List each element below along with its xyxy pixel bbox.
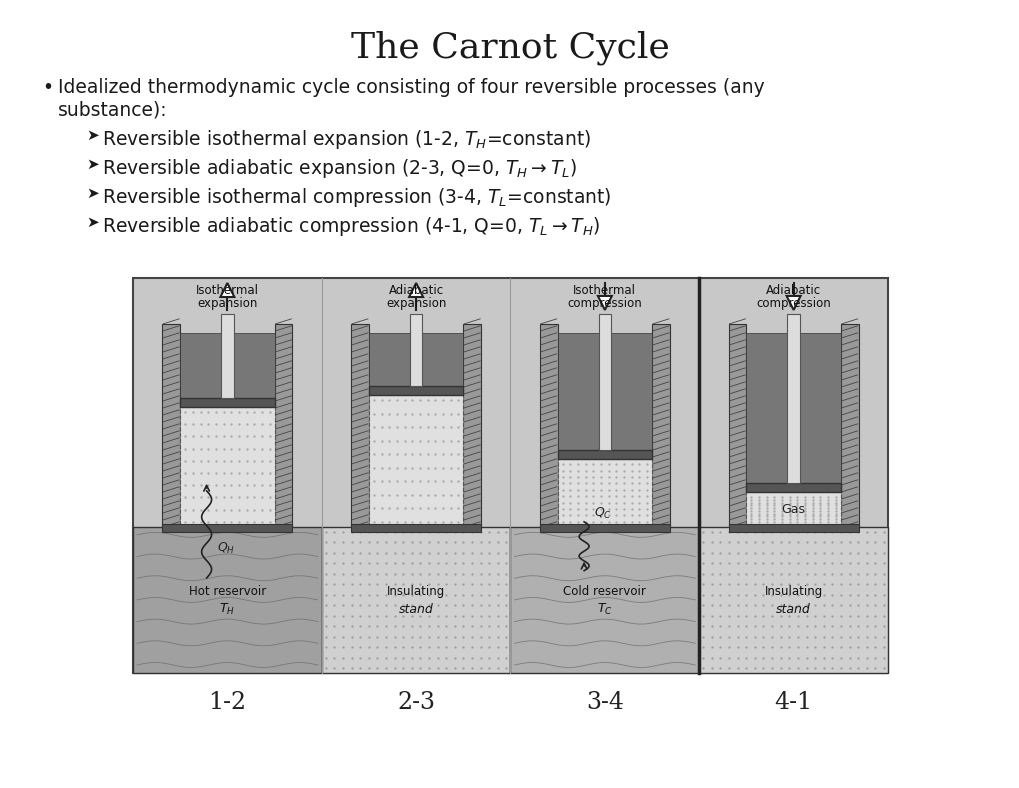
Text: 1-2: 1-2 [208,691,247,714]
Text: ➤: ➤ [86,186,99,201]
Bar [728,524,858,532]
Polygon shape [786,296,800,310]
Bar [132,278,888,673]
Bar [557,459,651,527]
Text: Idealized thermodynamic cycle consisting of four reversible processes (any: Idealized thermodynamic cycle consisting… [58,78,764,97]
Bar [180,333,274,398]
Bar [162,325,180,527]
Text: 3-4: 3-4 [585,691,624,714]
Bar [699,527,888,673]
Bar [369,396,463,527]
Text: Hot reservoir: Hot reservoir [189,585,266,598]
Text: $Q_C$: $Q_C$ [593,506,611,521]
Text: Gas: Gas [781,503,805,516]
Polygon shape [220,283,234,297]
Text: ➤: ➤ [86,157,99,172]
Text: Reversible adiabatic compression (4-1, Q=0, $T_L$$\rightarrow$$T_H$): Reversible adiabatic compression (4-1, Q… [102,215,599,238]
Text: $T_H$: $T_H$ [219,602,235,618]
Bar [463,325,481,527]
Bar [221,314,233,398]
Text: The Carnot Cycle: The Carnot Cycle [351,30,668,65]
Bar [132,527,321,673]
Text: Insulating: Insulating [386,585,445,598]
Text: Reversible isothermal expansion (1-2, $T_H$=constant): Reversible isothermal expansion (1-2, $T… [102,128,591,151]
Bar [274,325,292,527]
Text: compression: compression [567,297,642,310]
Bar [369,333,463,386]
Bar [180,398,274,407]
Bar [510,527,699,673]
Text: expansion: expansion [197,297,258,310]
Text: stand: stand [398,604,433,616]
Text: ➤: ➤ [86,215,99,230]
Text: stand: stand [775,604,810,616]
Text: Isothermal: Isothermal [573,284,636,297]
Bar [787,314,799,483]
Bar [651,325,669,527]
Bar [180,407,274,527]
Bar [746,333,840,483]
Bar [728,325,746,527]
Bar [369,386,463,396]
Bar [539,325,557,527]
Text: compression: compression [755,297,830,310]
Text: •: • [42,78,53,97]
Text: Reversible adiabatic expansion (2-3, Q=0, $T_H$$\rightarrow$$T_L$): Reversible adiabatic expansion (2-3, Q=0… [102,157,577,180]
Bar [351,325,369,527]
Bar [410,314,422,386]
Text: Adiabatic: Adiabatic [765,284,820,297]
Bar [840,325,858,527]
Bar [557,333,651,450]
Text: ➤: ➤ [86,128,99,143]
Bar [557,450,651,459]
Text: Isothermal: Isothermal [196,284,259,297]
Bar [539,524,669,532]
Text: Cold reservoir: Cold reservoir [562,585,646,598]
Text: $Q_H$: $Q_H$ [216,541,234,556]
Bar [598,314,610,450]
Bar [746,483,840,492]
Text: $T_C$: $T_C$ [596,602,612,618]
Polygon shape [409,283,423,297]
Text: Adiabatic: Adiabatic [388,284,443,297]
Text: expansion: expansion [385,297,446,310]
Text: Reversible isothermal compression (3-4, $T_L$=constant): Reversible isothermal compression (3-4, … [102,186,611,209]
Text: 4-1: 4-1 [773,691,812,714]
Bar [746,492,840,527]
Bar [162,524,292,532]
Polygon shape [597,296,611,310]
Text: substance):: substance): [58,100,167,119]
Text: 2-3: 2-3 [396,691,435,714]
Bar [321,527,510,673]
Bar [351,524,481,532]
Text: Insulating: Insulating [764,585,822,598]
